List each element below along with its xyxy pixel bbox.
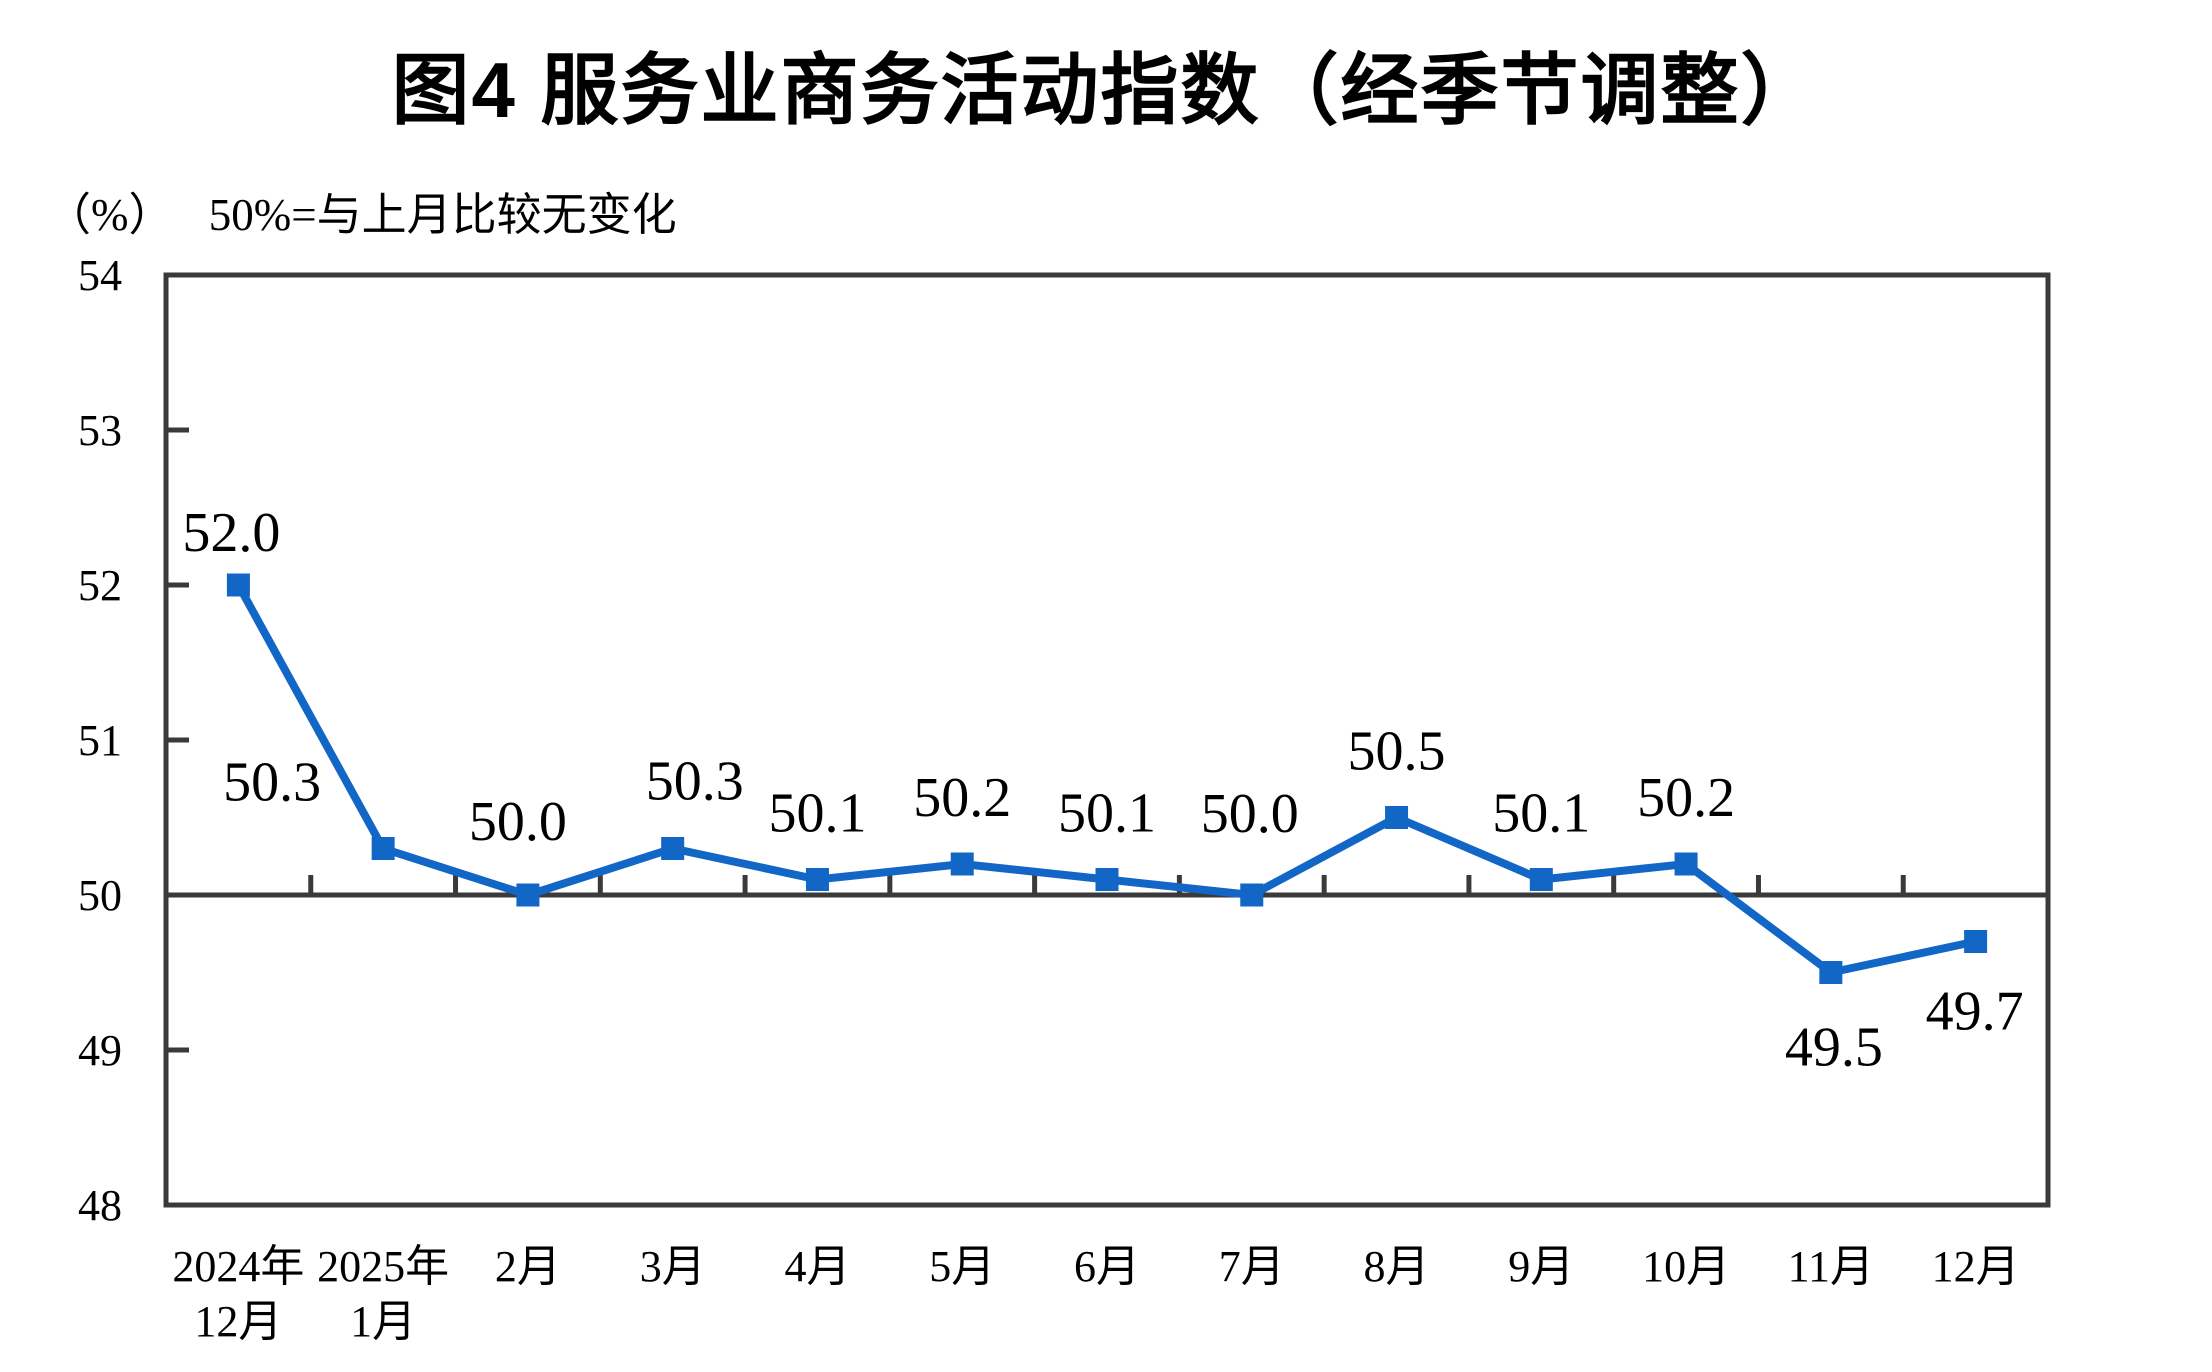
y-axis-tick-label: 52 bbox=[78, 561, 122, 610]
chart-title: 图4 服务业商务活动指数（经季节调整） bbox=[391, 46, 1821, 134]
data-point-label: 50.1 bbox=[1492, 783, 1590, 845]
reference-note: 50%=与上月比较无变化 bbox=[208, 190, 677, 240]
x-axis-category-label: 2月 bbox=[495, 1242, 561, 1291]
data-point-label: 49.7 bbox=[1926, 981, 2024, 1043]
x-axis-category-label: 7月 bbox=[1219, 1242, 1285, 1291]
data-point-marker bbox=[1095, 868, 1119, 891]
x-axis-category-label: 11月 bbox=[1788, 1242, 1874, 1291]
y-axis-tick-label: 54 bbox=[78, 251, 122, 300]
plot-border bbox=[163, 272, 2051, 1208]
data-point-label: 50.1 bbox=[768, 783, 866, 845]
data-point-label: 50.0 bbox=[469, 791, 567, 853]
x-axis-category-label: 9月 bbox=[1508, 1242, 1574, 1291]
x-axis-category-label: 3月 bbox=[640, 1242, 706, 1291]
data-point-marker bbox=[1674, 852, 1698, 876]
data-point-marker bbox=[516, 883, 540, 907]
x-axis-category-label: 8月 bbox=[1364, 1242, 1430, 1291]
data-point-label: 50.3 bbox=[646, 751, 744, 813]
y-axis-tick-label: 49 bbox=[78, 1026, 122, 1075]
x-axis-category-label: 5月 bbox=[929, 1242, 995, 1291]
y-axis-tick-label: 50 bbox=[78, 871, 122, 920]
data-point-marker bbox=[1385, 806, 1409, 829]
data-point-marker bbox=[1240, 883, 1264, 907]
x-axis-category-label: 4月 bbox=[784, 1242, 850, 1291]
y-axis-tick-label: 51 bbox=[78, 716, 122, 765]
data-point-label: 50.0 bbox=[1201, 783, 1299, 845]
data-point-marker bbox=[950, 852, 974, 876]
x-axis-category-label: 10月 bbox=[1642, 1242, 1730, 1291]
x-axis-category-label: 2025年 bbox=[317, 1242, 449, 1291]
data-point-marker bbox=[1964, 930, 1988, 953]
x-axis-category-label: 12月 bbox=[1932, 1242, 2020, 1291]
data-point-label: 50.1 bbox=[1058, 783, 1156, 845]
data-point-label: 50.2 bbox=[1637, 767, 1735, 829]
y-axis-unit-label: （%） bbox=[46, 190, 174, 240]
data-point-marker bbox=[805, 868, 829, 891]
y-axis-tick-label: 53 bbox=[78, 406, 122, 455]
data-point-marker bbox=[371, 837, 395, 860]
x-axis-category-label: 2024年 bbox=[172, 1242, 304, 1291]
data-point-label: 52.0 bbox=[182, 502, 280, 564]
x-axis-category-label: 1月 bbox=[350, 1297, 416, 1346]
chart-subtitle: （%） 50%=与上月比较无变化 bbox=[46, 178, 677, 243]
data-point-marker bbox=[661, 837, 685, 860]
data-point-marker bbox=[226, 573, 250, 597]
data-point-label: 50.2 bbox=[913, 767, 1011, 829]
y-axis-tick-label: 48 bbox=[78, 1181, 122, 1230]
data-point-label: 50.5 bbox=[1348, 721, 1446, 783]
data-point-label: 50.3 bbox=[223, 752, 321, 814]
data-point-label: 49.5 bbox=[1785, 1017, 1883, 1079]
x-axis-category-label: 12月 bbox=[194, 1297, 282, 1346]
data-point-marker bbox=[1529, 868, 1553, 891]
x-axis-category-label: 6月 bbox=[1074, 1242, 1140, 1291]
data-point-marker bbox=[1819, 961, 1843, 984]
